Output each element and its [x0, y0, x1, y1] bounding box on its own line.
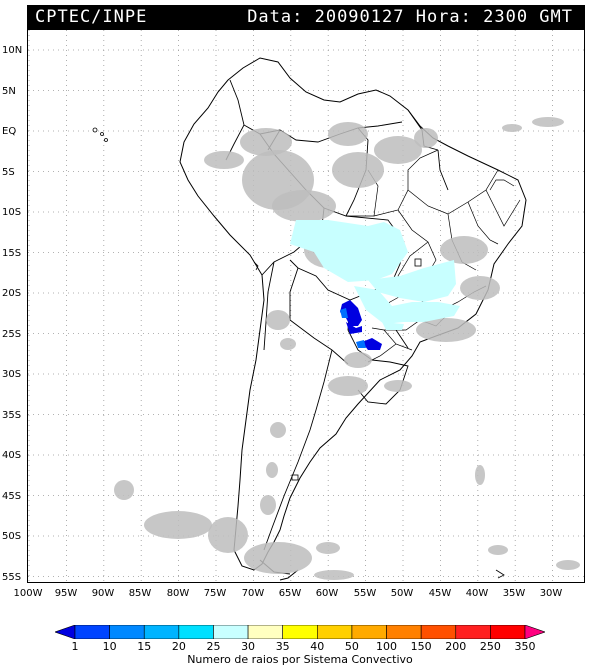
lat-label: 25S — [2, 329, 22, 340]
legend-tick-label: 15 — [137, 640, 152, 653]
cloud-cover — [114, 117, 580, 580]
legend-tick-label: 250 — [479, 640, 501, 653]
legend-swatch — [282, 625, 318, 639]
lat-label: 20S — [2, 288, 22, 299]
lon-label: 90W — [91, 588, 115, 599]
lat-label: 45S — [2, 491, 22, 502]
legend-swatch — [386, 625, 422, 639]
legend-colorbar — [55, 625, 545, 639]
lat-label: 30S — [2, 369, 22, 380]
lightning-light-cyan — [290, 220, 460, 330]
lon-label: 80W — [166, 588, 190, 599]
legend-tick-label: 30 — [241, 640, 256, 653]
lat-label: 40S — [2, 450, 22, 461]
legend-swatch — [420, 625, 457, 639]
south-america-coastline — [179, 57, 527, 571]
lat-label: 5S — [2, 167, 15, 178]
lat-label: 50S — [2, 531, 22, 542]
legend-swatch — [143, 625, 180, 639]
lat-label: EQ — [2, 126, 17, 137]
small-features — [92, 127, 505, 579]
legend-tick-label: 1 — [71, 640, 79, 653]
legend-tick-label: 350 — [514, 640, 536, 653]
legend-swatch — [490, 625, 526, 639]
graticule — [28, 30, 584, 582]
legend-swatch — [213, 625, 249, 639]
legend-caption: Numero de raios por Sistema Convectivo — [187, 653, 413, 666]
lat-label: 10S — [2, 207, 22, 218]
map-canvas — [28, 30, 584, 582]
lon-label: 60W — [315, 588, 339, 599]
datetime-label: Data: 20090127 Hora: 2300 GMT — [247, 7, 573, 27]
legend-tick-label: 150 — [410, 640, 432, 653]
lon-label: 55W — [353, 588, 377, 599]
lon-label: 50W — [390, 588, 414, 599]
legend-swatch — [351, 625, 387, 639]
map-header: CPTEC/INPE Data: 20090127 Hora: 2300 GMT — [27, 5, 585, 29]
lon-label: 30W — [539, 588, 563, 599]
lat-label: 55S — [2, 572, 22, 583]
lon-label: 40W — [465, 588, 489, 599]
legend-tick-label: 100 — [376, 640, 398, 653]
legend-swatch — [74, 625, 110, 639]
legend-tick-label: 35 — [275, 640, 290, 653]
lon-label: 75W — [203, 588, 227, 599]
legend-tick-label: 25 — [206, 640, 221, 653]
lon-label: 95W — [54, 588, 78, 599]
legend-tick-label: 50 — [344, 640, 359, 653]
legend-swatch — [109, 625, 145, 639]
map-frame — [27, 29, 585, 583]
lon-label: 35W — [502, 588, 526, 599]
source-label: CPTEC/INPE — [35, 7, 148, 27]
legend-swatch — [247, 625, 283, 639]
lon-label: 85W — [128, 588, 152, 599]
lon-label: 65W — [278, 588, 302, 599]
legend-tick-label: 200 — [445, 640, 467, 653]
lat-label: 5N — [2, 86, 16, 97]
legend-tick-label: 20 — [171, 640, 186, 653]
legend-tick-label: 40 — [310, 640, 325, 653]
lightning-blue — [340, 308, 366, 348]
lon-label: 100W — [13, 588, 43, 599]
legend-arrow-low — [55, 625, 76, 639]
legend-tick-label: 10 — [102, 640, 117, 653]
lat-label: 15S — [2, 248, 22, 259]
color-legend: 1 10 15 20 25 30 35 40 50 100 150 200 250 350 Numero … — [55, 625, 545, 666]
legend-swatch — [178, 625, 214, 639]
lat-label: 35S — [2, 410, 22, 421]
legend-swatch — [317, 625, 353, 639]
lon-label: 70W — [241, 588, 265, 599]
lat-label: 10N — [2, 45, 23, 56]
legend-swatch — [455, 625, 491, 639]
lightning-dark-blue — [340, 300, 382, 350]
lon-label: 45W — [428, 588, 452, 599]
legend-arrow-high — [524, 625, 545, 639]
